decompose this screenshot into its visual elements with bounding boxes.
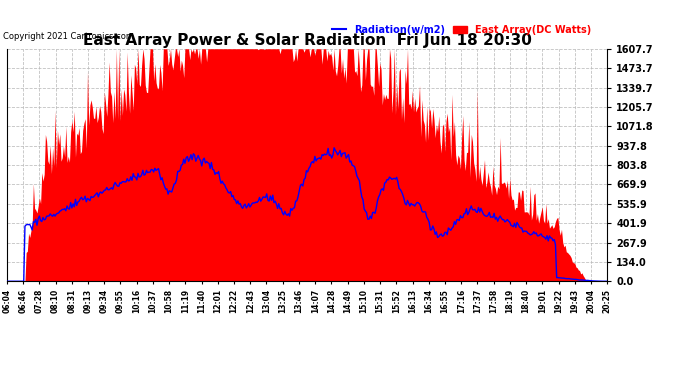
Legend: Radiation(w/m2), East Array(DC Watts): Radiation(w/m2), East Array(DC Watts) — [328, 21, 595, 39]
Text: Copyright 2021 Cartronics.com: Copyright 2021 Cartronics.com — [3, 32, 135, 41]
Title: East Array Power & Solar Radiation  Fri Jun 18 20:30: East Array Power & Solar Radiation Fri J… — [83, 33, 531, 48]
